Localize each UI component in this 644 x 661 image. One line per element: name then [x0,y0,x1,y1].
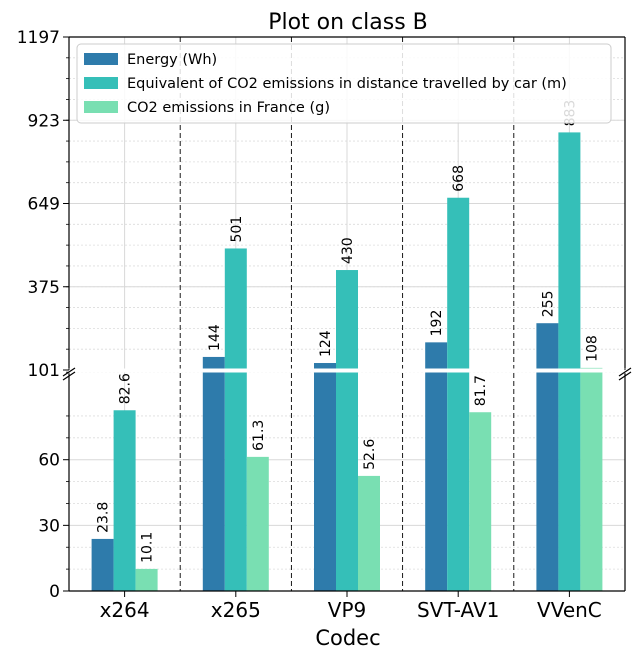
bar [113,410,136,591]
bar [558,132,581,591]
bar [91,538,114,591]
x-tick-label: SVT-AV1 [417,598,499,622]
chart-title: Plot on class B [268,10,428,35]
bar [224,248,247,591]
y-tick-label: 0 [49,582,60,602]
bar [336,270,358,591]
y-tick-label: 30 [38,516,60,536]
data-label: 82.6 [118,373,134,404]
legend-label: Energy (Wh) [127,52,217,68]
y-tick-label: 649 [28,195,60,215]
legend-swatch [84,101,118,113]
x-tick-labels: x264 x265 VP9 SVT-AV1 VVenC [100,598,602,622]
legend-label: CO2 emissions in France (g) [127,100,330,116]
bars [91,132,603,592]
data-label: 10.1 [140,532,156,563]
bar [135,568,158,591]
y-tick-label: 375 [28,278,60,298]
bar [314,363,336,591]
bar [358,475,380,591]
bar [469,412,492,591]
data-label: 501 [229,216,245,243]
data-label: 108 [584,335,600,362]
bar [580,367,603,591]
data-label: 144 [207,324,223,351]
x-tick-label: VVenC [537,598,602,622]
data-label: 668 [451,165,467,192]
bar [447,197,470,592]
legend-swatch [84,77,118,89]
bar [425,342,448,591]
data-label: 52.6 [362,439,378,470]
y-tick-labels: 0 30 60 101 375 649 923 1197 [17,28,60,602]
y-tick-label: 101 [28,361,60,381]
legend-swatch [84,53,118,65]
data-label: 23.8 [96,502,112,533]
bar [536,323,559,591]
data-label: 192 [429,310,445,337]
legend-box [76,43,612,124]
axis-break-gap [70,368,624,373]
y-tick-label: 1197 [17,28,60,48]
data-label: 430 [340,237,356,264]
legend-label: Equivalent of CO2 emissions in distance … [127,76,567,92]
x-tick-label: x264 [100,598,150,622]
y-tick-label: 60 [38,451,60,471]
y-tick-label: 923 [28,111,60,131]
data-label: 61.3 [251,420,267,451]
x-tick-label: x265 [211,598,261,622]
data-label: 81.7 [473,375,489,406]
legend: Energy (Wh) Equivalent of CO2 emissions i… [76,43,612,124]
data-label: 124 [318,330,334,357]
x-axis-label: Codec [315,626,380,650]
bar [202,356,225,591]
data-label: 255 [540,290,556,317]
bar [246,456,269,591]
x-tick-label: VP9 [328,598,366,622]
axes [63,36,626,597]
data-labels: 23.814412419225582.650143066888310.161.3… [96,100,601,563]
